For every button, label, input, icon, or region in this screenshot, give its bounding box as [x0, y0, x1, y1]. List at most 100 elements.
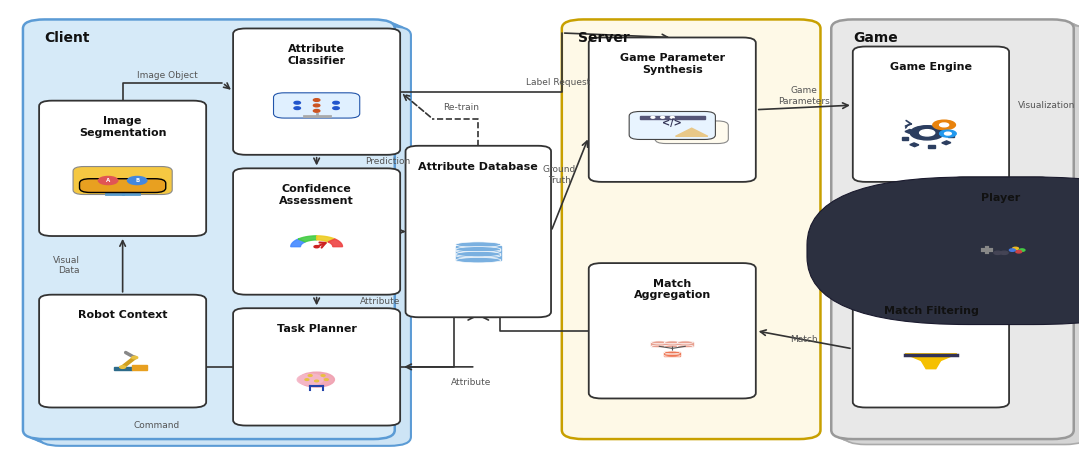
Text: Player: Player [981, 193, 1021, 203]
FancyBboxPatch shape [853, 290, 1009, 408]
Circle shape [940, 130, 956, 137]
Circle shape [944, 132, 952, 135]
Circle shape [1012, 247, 1019, 250]
FancyBboxPatch shape [836, 21, 1079, 441]
FancyBboxPatch shape [655, 121, 728, 143]
Polygon shape [298, 236, 317, 242]
Circle shape [119, 366, 126, 368]
Bar [928, 145, 934, 148]
Circle shape [333, 107, 339, 109]
Circle shape [1016, 251, 1022, 253]
FancyBboxPatch shape [39, 26, 411, 446]
Text: Robot Context: Robot Context [78, 311, 167, 321]
FancyBboxPatch shape [273, 93, 360, 118]
Circle shape [313, 99, 320, 101]
Text: Attribute: Attribute [451, 378, 492, 387]
Text: Attribute
Classifier: Attribute Classifier [287, 44, 346, 66]
Circle shape [650, 117, 655, 118]
Text: Task Planner: Task Planner [276, 324, 357, 334]
Polygon shape [675, 128, 708, 136]
Ellipse shape [455, 257, 501, 263]
Bar [664, 342, 681, 346]
Bar [942, 141, 951, 145]
Bar [921, 126, 928, 129]
Ellipse shape [664, 351, 681, 354]
Circle shape [99, 177, 118, 185]
Ellipse shape [678, 345, 694, 348]
Text: Ground
Truth: Ground Truth [542, 165, 576, 185]
FancyBboxPatch shape [39, 295, 206, 408]
Circle shape [308, 375, 312, 376]
Text: </>: </> [662, 118, 682, 128]
Ellipse shape [651, 341, 668, 344]
Text: Match
Aggregation: Match Aggregation [634, 279, 711, 301]
FancyBboxPatch shape [39, 101, 206, 236]
FancyBboxPatch shape [233, 308, 400, 425]
Text: Visualization: Visualization [1018, 101, 1075, 110]
Circle shape [994, 251, 1002, 254]
Bar [947, 134, 954, 137]
FancyBboxPatch shape [233, 29, 400, 155]
Circle shape [321, 375, 325, 376]
Bar [937, 128, 946, 131]
Ellipse shape [455, 247, 501, 252]
Ellipse shape [455, 252, 501, 257]
Circle shape [1001, 251, 1008, 254]
Circle shape [305, 379, 309, 380]
FancyBboxPatch shape [28, 22, 400, 441]
FancyBboxPatch shape [34, 24, 405, 444]
Text: Game Parameter
Synthesis: Game Parameter Synthesis [620, 53, 725, 75]
Text: Client: Client [44, 31, 90, 44]
Text: A: A [106, 178, 111, 183]
Ellipse shape [664, 355, 681, 357]
FancyBboxPatch shape [589, 38, 756, 182]
Circle shape [314, 246, 319, 248]
Polygon shape [905, 354, 957, 360]
Text: Match: Match [790, 336, 818, 344]
Circle shape [324, 379, 328, 380]
Bar [640, 116, 705, 118]
Text: Match Filtering: Match Filtering [883, 306, 979, 316]
Text: Match: Match [908, 232, 937, 241]
Text: Confidence
Assessment: Confidence Assessment [280, 184, 354, 206]
Bar [664, 352, 681, 356]
Text: Server: Server [578, 31, 630, 44]
Text: Game
Parameters: Game Parameters [778, 86, 830, 106]
Text: Attribute Database: Attribute Database [418, 162, 538, 172]
Bar [909, 143, 919, 147]
Ellipse shape [455, 242, 501, 247]
Text: Label Request: Label Request [526, 78, 590, 87]
Text: Match: Match [1028, 317, 1056, 326]
Circle shape [940, 123, 948, 127]
Ellipse shape [455, 248, 501, 253]
FancyBboxPatch shape [589, 263, 756, 399]
Text: Game: Game [853, 31, 898, 44]
Polygon shape [291, 239, 306, 247]
Text: Command: Command [133, 421, 180, 430]
Bar [902, 137, 908, 140]
Bar [131, 365, 146, 370]
Circle shape [313, 109, 320, 112]
Text: Game Engine: Game Engine [890, 62, 972, 72]
Circle shape [299, 372, 334, 387]
Circle shape [933, 120, 955, 130]
FancyBboxPatch shape [831, 20, 1074, 439]
FancyBboxPatch shape [844, 25, 1084, 444]
Text: Visual
Data: Visual Data [52, 256, 79, 275]
Circle shape [660, 117, 664, 118]
FancyBboxPatch shape [73, 167, 172, 194]
Circle shape [314, 380, 319, 382]
Circle shape [911, 126, 944, 140]
Text: B: B [136, 178, 140, 183]
Bar [651, 342, 668, 346]
Circle shape [128, 177, 147, 185]
Circle shape [919, 130, 934, 136]
FancyBboxPatch shape [23, 20, 395, 439]
Ellipse shape [664, 341, 681, 344]
Circle shape [670, 117, 674, 118]
FancyBboxPatch shape [233, 168, 400, 295]
Circle shape [294, 107, 300, 109]
Bar [455, 256, 501, 260]
Polygon shape [328, 239, 343, 247]
Text: Re-train: Re-train [442, 103, 479, 112]
